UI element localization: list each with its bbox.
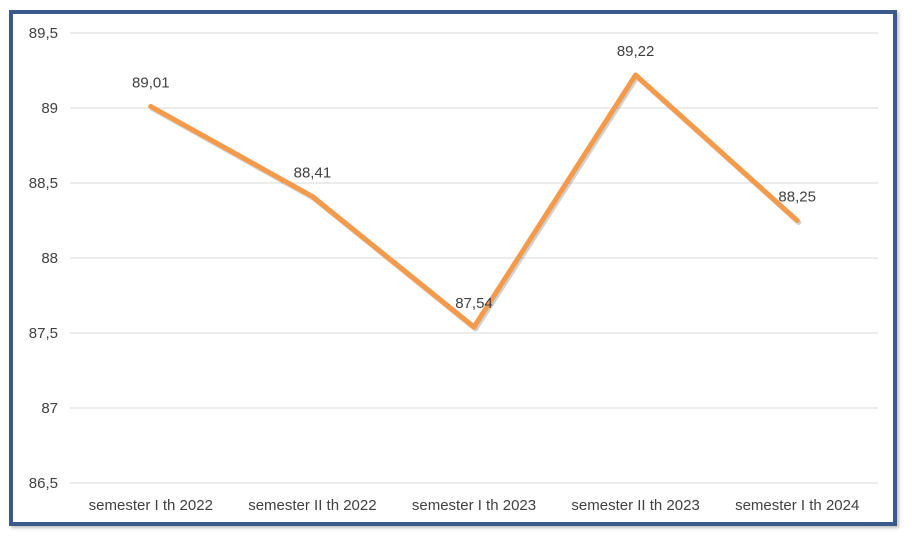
data-label: 88,25	[778, 189, 816, 206]
x-tick-label: semester I th 2023	[412, 497, 536, 514]
data-point	[633, 72, 639, 78]
y-tick-label: 89	[41, 100, 58, 117]
data-point	[471, 324, 477, 330]
y-tick-label: 87,5	[29, 325, 58, 342]
data-label: 88,41	[294, 165, 332, 182]
y-tick-label: 89,5	[29, 25, 58, 42]
y-tick-label: 87	[41, 400, 58, 417]
chart-frame	[9, 10, 897, 526]
x-tick-label: semester I th 2024	[735, 497, 859, 514]
series-line-path	[148, 72, 800, 330]
data-point	[148, 104, 154, 109]
series-line-shadow	[149, 74, 802, 332]
data-labels: 89,01 88,41 87,54 89,22 88,25	[132, 43, 816, 312]
data-label: 89,01	[132, 75, 170, 92]
data-label: 89,22	[617, 43, 655, 60]
x-tick-label: semester II th 2022	[248, 497, 376, 514]
series-line	[148, 72, 802, 332]
data-point	[309, 194, 315, 199]
x-tick-label: semester II th 2023	[571, 497, 699, 514]
y-tick-label: 88	[41, 250, 58, 267]
gridlines	[70, 32, 878, 484]
data-label: 87,54	[455, 295, 493, 312]
x-tick-label: semester I th 2022	[89, 497, 213, 514]
y-tick-label: 88,5	[29, 175, 58, 192]
y-tick-label: 86,5	[29, 475, 58, 492]
y-axis: 86,5 87 87,5 88 88,5 89 89,5	[29, 25, 58, 492]
x-axis: semester I th 2022 semester II th 2022 sem…	[89, 497, 860, 514]
data-point	[794, 218, 800, 223]
